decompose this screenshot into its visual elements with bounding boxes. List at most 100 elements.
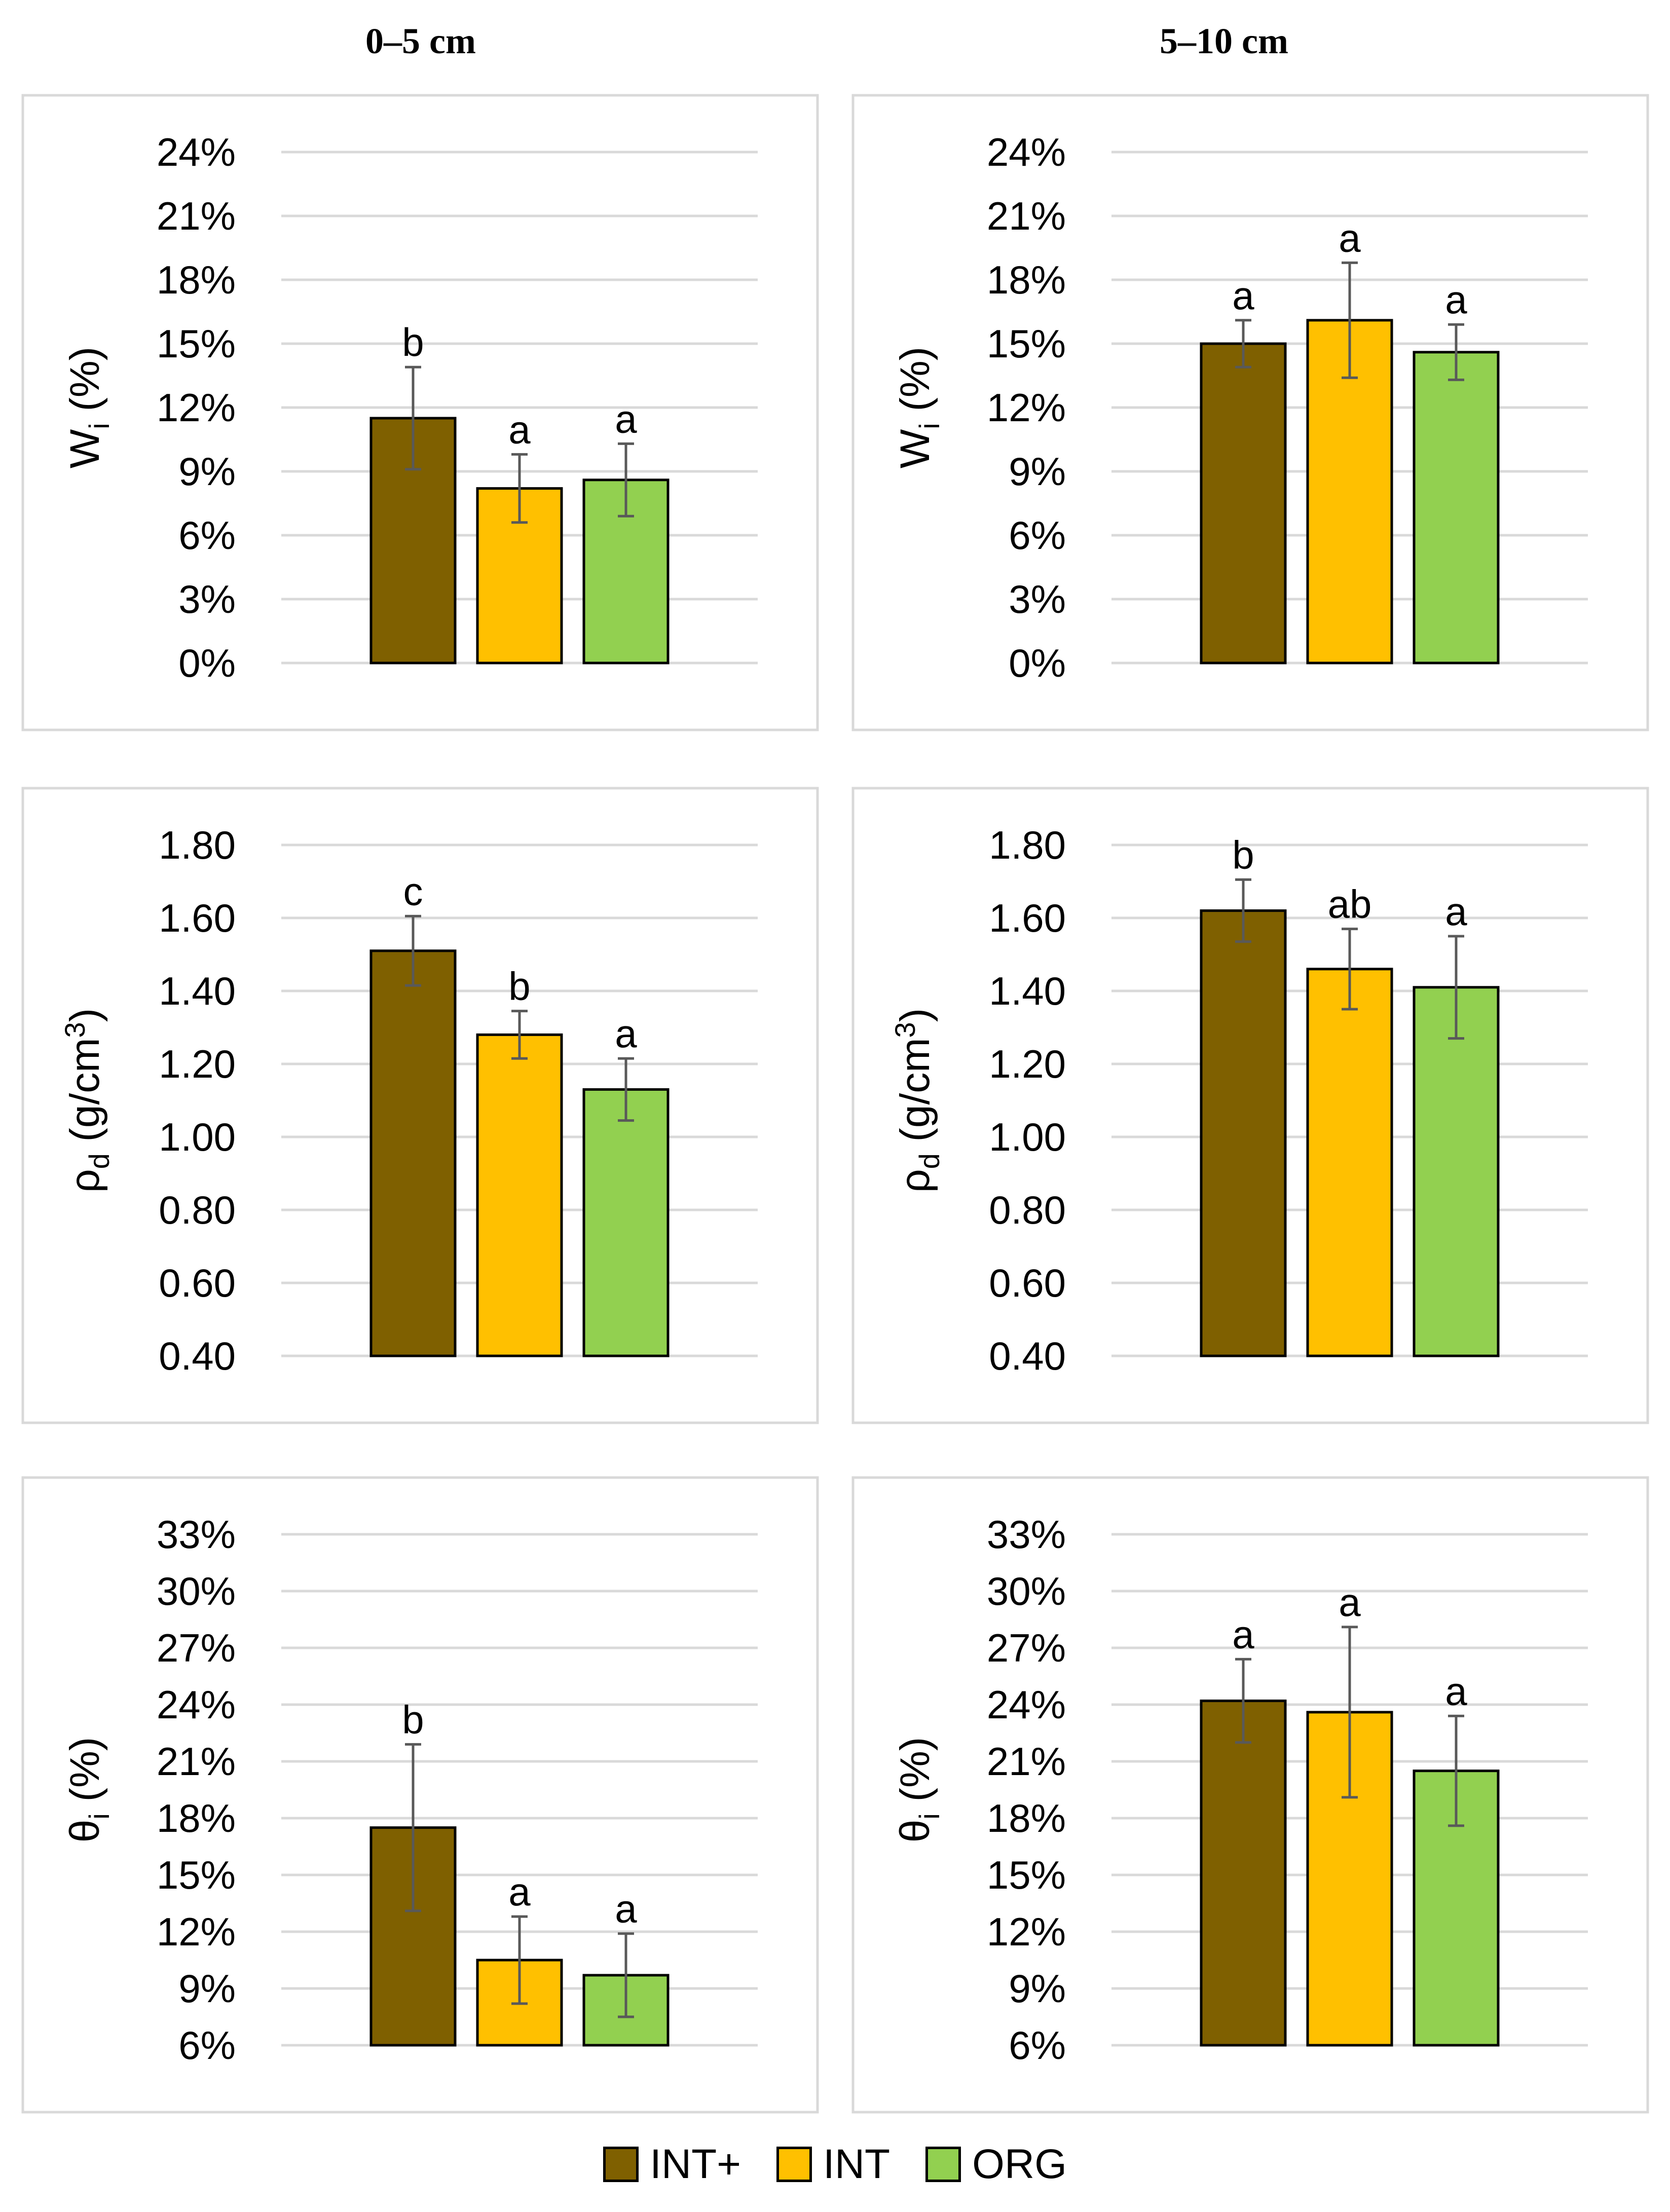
y-tick-label: 9% [1009,1966,1066,2011]
y-tick-label: 6% [1009,2023,1066,2068]
y-tick-label: 18% [987,1796,1066,1840]
legend-swatch-int [776,2147,812,2182]
significance-letter: ab [1328,882,1372,927]
y-tick-label: 33% [987,1512,1066,1557]
bar-org [1413,986,1500,1357]
significance-letter: b [508,964,530,1009]
y-tick-label: 1.60 [989,896,1066,940]
y-tick-label: 18% [157,257,236,302]
y-tick-label: 15% [987,321,1066,366]
column-title-right: 5–10 cm [1160,21,1288,61]
y-tick-label: 24% [987,1682,1066,1727]
y-tick-label: 0.60 [989,1261,1066,1305]
y-tick-label: 1.60 [159,896,236,940]
y-tick-label: 1.20 [989,1042,1066,1086]
bar-org [1413,351,1500,665]
y-tick-label: 1.00 [159,1115,236,1159]
y-tick-label: 21% [157,1739,236,1784]
y-tick-label: 12% [157,385,236,430]
significance-letter: b [402,320,424,364]
significance-letter: b [1232,832,1254,877]
y-tick-label: 6% [178,2023,236,2068]
y-tick-label: 9% [1009,449,1066,494]
chart-panel-6: 6% 9% 12% 15% 18% 21% 24% 27% 30% 33% θi (%) a a a [851,1476,1649,2114]
y-tick-label: 15% [157,1853,236,1897]
y-tick-label: 0% [178,641,236,685]
significance-letter: a [1339,215,1361,260]
y-tick-label: 1.80 [159,823,236,867]
legend-item-int-plus: INT+ [603,2141,741,2188]
y-tick-label: 18% [157,1796,236,1840]
chart-panel-1: 0% 3% 6% 9% 12% 15% 18% 21% 24% Wi (%) b a a [21,94,819,731]
significance-letter: a [615,1887,637,1931]
column-title-left: 0–5 cm [365,21,476,61]
bar-int-plus [1200,342,1287,665]
y-tick-label: 6% [1009,513,1066,558]
bar-int [476,1033,563,1357]
significance-letter: a [508,407,531,452]
y-tick-label: 15% [157,321,236,366]
y-tick-label: 9% [178,1966,236,2011]
significance-letter: a [615,1011,637,1056]
bar-int-plus [1200,909,1287,1357]
y-tick-label: 12% [157,1909,236,1954]
y-tick-label: 1.80 [989,823,1066,867]
y-tick-label: 24% [157,130,236,174]
significance-letter: a [1232,273,1254,318]
y-axis-label: ρd (g/cm3) [59,1008,115,1193]
y-axis-label: Wi (%) [892,347,945,468]
y-tick-label: 24% [987,130,1066,174]
significance-letter: c [403,869,423,913]
legend-swatch-org [925,2147,961,2182]
legend: INT+ INT ORG [0,2136,1670,2192]
y-axis-label: ρd (g/cm3) [889,1008,945,1193]
legend-swatch-int-plus [603,2147,639,2182]
bar-org [1413,1769,1500,2047]
y-tick-label: 15% [987,1853,1066,1897]
chart-panel-4: 0.40 0.60 0.80 1.00 1.20 1.40 1.60 1.80 ρd (g/cm… [851,787,1649,1424]
y-axis-label: θi (%) [892,1737,945,1842]
y-tick-label: 0.40 [159,1334,236,1378]
legend-label-int-plus: INT+ [650,2141,741,2187]
chart-panel-3: 0.40 0.60 0.80 1.00 1.20 1.40 1.60 1.80 ρd (g/cm… [21,787,819,1424]
legend-item-org: ORG [925,2141,1067,2188]
significance-letter: a [1445,1669,1467,1713]
y-tick-label: 1.40 [989,969,1066,1013]
legend-label-org: ORG [972,2141,1067,2187]
y-axis-label: θi (%) [62,1737,115,1842]
y-tick-label: 0.40 [989,1334,1066,1378]
bar-int-plus [369,949,457,1357]
y-tick-label: 24% [157,1682,236,1727]
bar-int-plus [1200,1700,1287,2047]
y-tick-label: 27% [987,1626,1066,1670]
significance-letter: b [402,1697,424,1742]
bar-int [1306,968,1393,1357]
y-tick-label: 21% [987,1739,1066,1784]
y-tick-label: 12% [987,1909,1066,1954]
y-tick-label: 1.20 [159,1042,236,1086]
y-tick-label: 0.80 [159,1188,236,1232]
y-tick-label: 30% [987,1569,1066,1613]
y-axis-label: Wi (%) [62,347,115,468]
significance-letter: a [508,1869,531,1914]
legend-item-int: INT [776,2141,890,2188]
y-tick-label: 3% [1009,577,1066,621]
y-tick-label: 30% [157,1569,236,1613]
significance-letter: a [1445,277,1467,322]
legend-label-int: INT [823,2141,890,2187]
y-tick-label: 6% [178,513,236,558]
y-tick-label: 33% [157,1512,236,1557]
y-tick-label: 9% [178,449,236,494]
y-tick-label: 0.60 [159,1261,236,1305]
y-tick-label: 3% [178,577,236,621]
y-tick-label: 21% [987,194,1066,238]
significance-letter: a [1445,889,1467,934]
y-tick-label: 27% [157,1626,236,1670]
y-tick-label: 0.80 [989,1188,1066,1232]
y-tick-label: 0% [1009,641,1066,685]
significance-letter: a [615,396,637,441]
chart-panel-5: 6% 9% 12% 15% 18% 21% 24% 27% 30% 33% θi (%) b a a [21,1476,819,2114]
y-tick-label: 1.40 [159,969,236,1013]
y-tick-label: 1.00 [989,1115,1066,1159]
